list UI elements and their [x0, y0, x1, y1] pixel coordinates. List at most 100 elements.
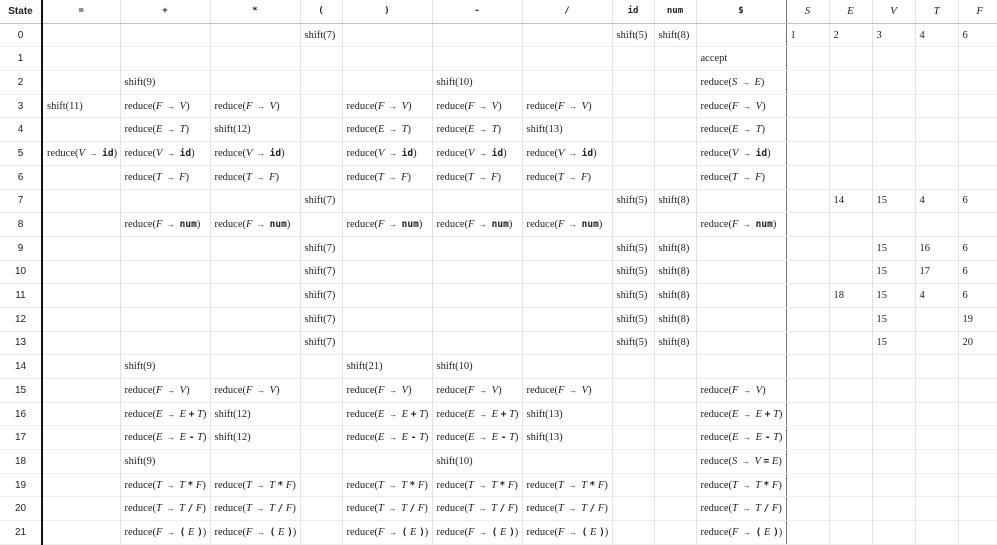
action-cell	[431, 331, 522, 356]
action-cell	[341, 449, 432, 474]
goto-cell	[871, 70, 915, 95]
action-cell	[41, 307, 120, 332]
goto-cell: 6	[957, 283, 997, 308]
action-cell: shift(7)	[299, 307, 342, 332]
action-cell: reduce(E → E + T)	[695, 402, 786, 427]
action-cell	[41, 354, 120, 379]
action-cell	[299, 473, 342, 498]
nonterminal-header: V	[871, 0, 915, 24]
state-cell: 21	[0, 520, 42, 545]
action-cell: reduce(F → ( E ))	[209, 520, 300, 545]
action-cell	[521, 236, 612, 261]
state-cell: 14	[0, 354, 42, 379]
goto-cell	[828, 520, 872, 545]
goto-cell	[828, 165, 872, 190]
goto-cell	[785, 425, 829, 451]
action-cell: shift(7)	[299, 189, 342, 214]
goto-cell: 14	[828, 189, 872, 214]
goto-cell	[785, 141, 829, 166]
goto-cell	[957, 46, 997, 72]
action-cell: reduce(E → E - T)	[119, 425, 210, 451]
state-header: State	[0, 0, 42, 24]
action-cell: reduce(E → T)	[119, 117, 210, 143]
goto-cell	[828, 496, 872, 522]
action-cell	[119, 283, 210, 308]
table-row: 18 shift(9) shift(10) reduce(S → V = E)	[0, 449, 997, 474]
state-cell: 13	[0, 331, 42, 356]
action-cell	[653, 354, 696, 379]
action-cell: reduce(T → F)	[341, 165, 432, 190]
table-row: 3 shift(11) reduce(F → V) reduce(F → V) redu…	[0, 94, 997, 119]
action-cell	[41, 473, 120, 498]
action-cell	[611, 141, 654, 166]
action-cell: shift(13)	[521, 425, 612, 451]
action-cell: reduce(F → ( E ))	[119, 520, 210, 545]
goto-cell	[785, 496, 829, 522]
goto-cell	[914, 46, 958, 72]
action-cell: reduce(F → V)	[431, 378, 522, 403]
goto-cell	[828, 141, 872, 166]
action-cell	[611, 117, 654, 143]
state-cell: 20	[0, 496, 42, 522]
action-cell	[521, 23, 612, 48]
action-cell	[119, 189, 210, 214]
action-cell: reduce(F → V)	[341, 378, 432, 403]
nonterminal-header: T	[914, 0, 958, 24]
action-cell: reduce(T → T * F)	[431, 473, 522, 498]
action-cell: reduce(T → T * F)	[341, 473, 432, 498]
action-cell	[119, 331, 210, 356]
goto-cell	[957, 94, 997, 119]
goto-cell	[957, 449, 997, 474]
goto-cell	[785, 70, 829, 95]
terminal-header: (	[299, 0, 342, 24]
action-cell	[341, 236, 432, 261]
action-cell: reduce(F → num)	[521, 212, 612, 237]
table-row: 14 shift(9) shift(21) shift(10)	[0, 354, 997, 379]
goto-cell	[871, 117, 915, 143]
goto-cell: 19	[957, 307, 997, 332]
state-cell: 0	[0, 23, 42, 48]
goto-cell	[914, 307, 958, 332]
action-cell	[431, 189, 522, 214]
action-cell	[209, 70, 300, 95]
state-cell: 1	[0, 46, 42, 72]
action-cell: shift(9)	[119, 354, 210, 379]
goto-cell	[785, 189, 829, 214]
goto-cell: 15	[871, 307, 915, 332]
action-cell	[695, 331, 786, 356]
action-cell: shift(13)	[521, 117, 612, 143]
action-cell: shift(5)	[611, 23, 654, 48]
action-cell	[521, 283, 612, 308]
action-cell	[41, 496, 120, 522]
action-cell	[611, 402, 654, 427]
goto-cell: 16	[914, 236, 958, 261]
table-row: 5 reduce(V → id) reduce(V → id) reduce(V → …	[0, 141, 997, 166]
state-cell: 7	[0, 189, 42, 214]
goto-cell	[914, 117, 958, 143]
action-cell	[41, 70, 120, 95]
state-cell: 2	[0, 70, 42, 95]
action-cell	[299, 70, 342, 95]
goto-cell	[828, 331, 872, 356]
table-row: 13 shift(7) shift(5) shift(8) 15 20	[0, 331, 997, 356]
action-cell	[299, 402, 342, 427]
goto-cell	[785, 260, 829, 285]
table-row: 8 reduce(F → num) reduce(F → num) reduce(F …	[0, 212, 997, 237]
action-cell: shift(7)	[299, 23, 342, 48]
action-cell: shift(8)	[653, 23, 696, 48]
action-cell: reduce(V → id)	[41, 141, 120, 166]
goto-cell: 4	[914, 283, 958, 308]
goto-cell	[871, 165, 915, 190]
action-cell	[119, 260, 210, 285]
action-cell: reduce(F → V)	[341, 94, 432, 119]
action-cell: reduce(V → id)	[209, 141, 300, 166]
action-cell	[431, 283, 522, 308]
action-cell	[611, 496, 654, 522]
goto-cell	[914, 354, 958, 379]
table-row: 20 reduce(T → T / F) reduce(T → T / F) redu…	[0, 496, 997, 522]
goto-cell: 2	[828, 23, 872, 48]
action-cell: reduce(E → T)	[341, 117, 432, 143]
goto-cell: 15	[871, 260, 915, 285]
action-cell	[299, 212, 342, 237]
